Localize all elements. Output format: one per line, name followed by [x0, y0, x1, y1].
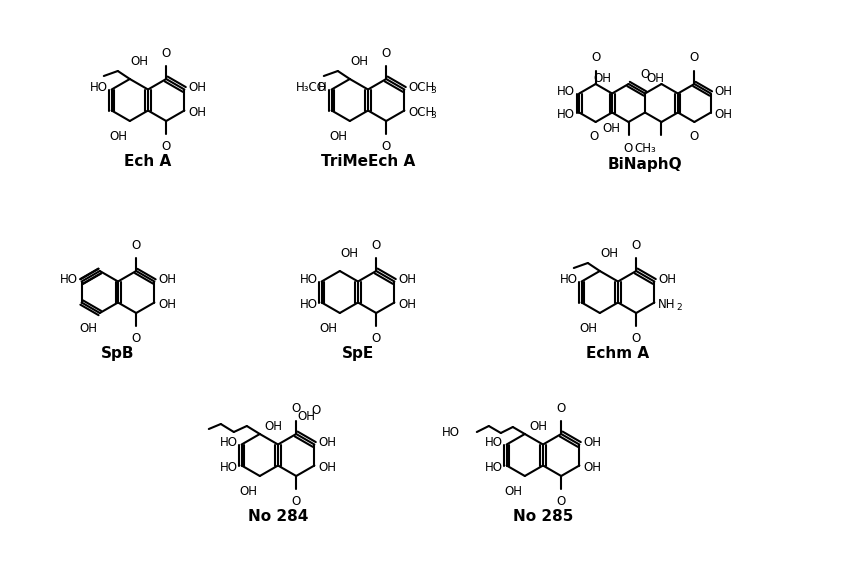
Text: 2: 2	[676, 303, 682, 312]
Text: HO: HO	[220, 461, 238, 474]
Text: Echm A: Echm A	[586, 346, 650, 361]
Text: 3: 3	[431, 111, 437, 120]
Text: OH: OH	[239, 485, 258, 498]
Text: HO: HO	[558, 85, 575, 98]
Text: O: O	[623, 142, 632, 155]
Text: OH: OH	[584, 436, 602, 449]
Text: O: O	[557, 495, 566, 508]
Text: HO: HO	[442, 426, 460, 439]
Text: OH: OH	[318, 436, 337, 449]
Text: HO: HO	[299, 273, 317, 286]
Text: O: O	[132, 332, 140, 345]
Text: OH: OH	[158, 273, 176, 286]
Text: OH: OH	[658, 273, 676, 286]
Text: O: O	[689, 130, 699, 143]
Text: OH: OH	[580, 322, 598, 335]
Text: H₃CO: H₃CO	[295, 81, 327, 94]
Text: HO: HO	[220, 436, 238, 449]
Text: O: O	[292, 402, 301, 415]
Text: OCH: OCH	[409, 106, 435, 119]
Text: HO: HO	[485, 436, 503, 449]
Text: HO: HO	[485, 461, 503, 474]
Text: OH: OH	[529, 420, 547, 433]
Text: O: O	[689, 51, 699, 64]
Text: O: O	[382, 140, 391, 153]
Text: OH: OH	[189, 81, 206, 94]
Text: No 285: No 285	[513, 509, 574, 524]
Text: BiNaphQ: BiNaphQ	[607, 157, 683, 172]
Text: OH: OH	[398, 273, 416, 286]
Text: OCH: OCH	[409, 81, 435, 94]
Text: OH: OH	[584, 461, 602, 474]
Text: HO: HO	[558, 108, 575, 121]
Text: OH: OH	[189, 106, 206, 119]
Text: O: O	[292, 495, 301, 508]
Text: TriMeEch A: TriMeEch A	[321, 154, 415, 169]
Text: O: O	[162, 47, 171, 60]
Text: O: O	[132, 239, 140, 252]
Text: OH: OH	[398, 298, 416, 311]
Text: O: O	[371, 332, 381, 345]
Text: 3: 3	[431, 86, 437, 95]
Text: OH: OH	[110, 130, 128, 143]
Text: O: O	[162, 140, 171, 153]
Text: OH: OH	[341, 247, 359, 260]
Text: OH: OH	[131, 55, 149, 68]
Text: HO: HO	[299, 298, 317, 311]
Text: HO: HO	[90, 81, 107, 94]
Text: OH: OH	[715, 108, 733, 121]
Text: OH: OH	[158, 298, 176, 311]
Text: O: O	[640, 68, 650, 81]
Text: SpB: SpB	[102, 346, 135, 361]
Text: No 284: No 284	[248, 509, 308, 524]
Text: O: O	[591, 51, 601, 64]
Text: O: O	[382, 47, 391, 60]
Text: O: O	[632, 239, 640, 252]
Text: OH: OH	[297, 410, 316, 423]
Text: O: O	[371, 239, 381, 252]
Text: O: O	[311, 404, 321, 417]
Text: OH: OH	[264, 420, 282, 433]
Text: OH: OH	[505, 485, 523, 498]
Text: OH: OH	[715, 85, 733, 98]
Text: HO: HO	[559, 273, 578, 286]
Text: OH: OH	[318, 461, 337, 474]
Text: OH: OH	[80, 322, 98, 335]
Text: OH: OH	[593, 72, 611, 85]
Text: HO: HO	[59, 273, 78, 286]
Text: OH: OH	[602, 122, 620, 135]
Text: OH: OH	[320, 322, 338, 335]
Text: H: H	[318, 81, 327, 94]
Text: O: O	[589, 130, 598, 143]
Text: NH: NH	[658, 298, 676, 311]
Text: SpE: SpE	[342, 346, 374, 361]
Text: OH: OH	[601, 247, 618, 260]
Text: O: O	[632, 332, 640, 345]
Text: OH: OH	[646, 72, 664, 85]
Text: O: O	[557, 402, 566, 415]
Text: CH₃: CH₃	[634, 142, 656, 155]
Text: OH: OH	[330, 130, 348, 143]
Text: OH: OH	[351, 55, 369, 68]
Text: Ech A: Ech A	[124, 154, 172, 169]
